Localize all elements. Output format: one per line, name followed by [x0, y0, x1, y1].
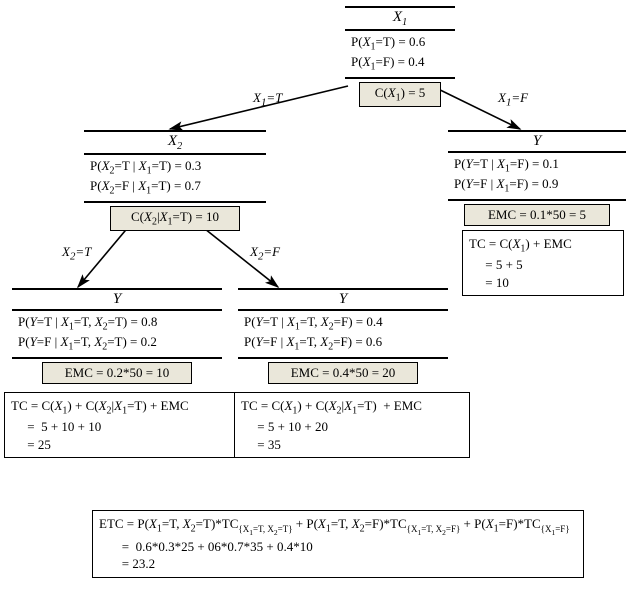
node-cost: C(X2|X1=T) = 10: [110, 206, 240, 231]
etc-box: ETC = P(X1=T, X2=T)*TC{X1=T, X2=T} + P(X…: [92, 510, 584, 578]
node-yTF: Y P(Y=T | X1=T, X2=F) = 0.4P(Y=F | X1=T, …: [238, 288, 448, 384]
node-title: X2: [84, 132, 266, 153]
node-probs: P(Y=T | X1=T, X2=T) = 0.8P(Y=F | X1=T, X…: [12, 311, 222, 359]
node-x2: X2P(X2=T | X1=T) = 0.3P(X2=F | X1=T) = 0…: [84, 130, 266, 231]
tc-box-r: TC = C(X1) + EMC = 5 + 5 = 10: [462, 230, 624, 296]
node-title: Y: [448, 132, 626, 151]
edge-label-x1t: X1=T: [253, 90, 282, 109]
edge-label-x1f: X1=F: [498, 90, 528, 109]
node-yTT: Y P(Y=T | X1=T, X2=T) = 0.8P(Y=F | X1=T, …: [12, 288, 222, 384]
node-title: Y: [12, 290, 222, 309]
tc-box-tf: TC = C(X1) + C(X2|X1=T) + EMC = 5 + 10 +…: [234, 392, 470, 458]
edge-label-x2t: X2=T: [62, 244, 91, 263]
node-x1: X1P(X1=T) = 0.6P(X1=F) = 0.4 C(X1) = 5: [345, 6, 455, 107]
node-yR: Y P(Y=T | X1=F) = 0.1P(Y=F | X1=F) = 0.9 E…: [448, 130, 626, 226]
node-cost: EMC = 0.1*50 = 5: [464, 204, 610, 226]
node-probs: P(X2=T | X1=T) = 0.3P(X2=F | X1=T) = 0.7: [84, 155, 266, 203]
node-title: Y: [238, 290, 448, 309]
tc-box-tt: TC = C(X1) + C(X2|X1=T) + EMC = 5 + 10 +…: [4, 392, 240, 458]
node-cost: C(X1) = 5: [359, 82, 441, 107]
node-probs: P(Y=T | X1=T, X2=F) = 0.4P(Y=F | X1=T, X…: [238, 311, 448, 359]
diagram-root: X1=T X1=F X2=T X2=F X1P(X1=T) = 0.6P(X1=F) =…: [0, 0, 640, 598]
node-probs: P(Y=T | X1=F) = 0.1P(Y=F | X1=F) = 0.9: [448, 153, 626, 201]
edge-label-x2f: X2=F: [250, 244, 280, 263]
node-probs: P(X1=T) = 0.6P(X1=F) = 0.4: [345, 31, 455, 79]
node-title: X1: [345, 8, 455, 29]
node-cost: EMC = 0.2*50 = 10: [42, 362, 192, 384]
node-cost: EMC = 0.4*50 = 20: [268, 362, 418, 384]
